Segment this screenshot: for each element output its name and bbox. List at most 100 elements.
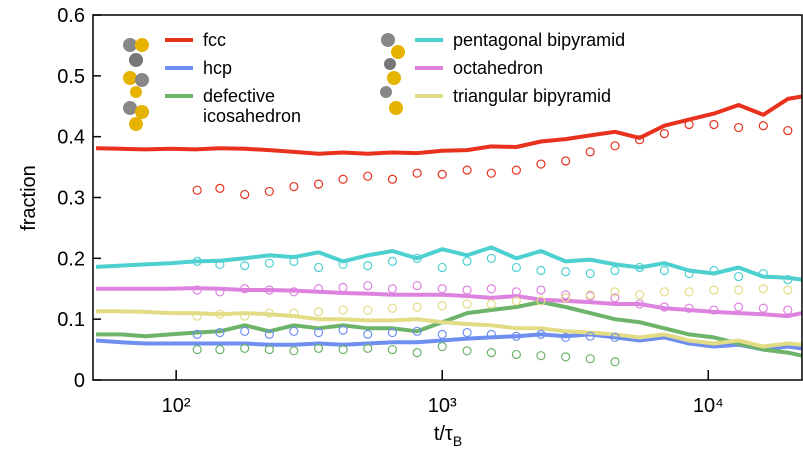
x-axis-label-sub: B <box>453 433 462 449</box>
data-point <box>265 259 273 267</box>
data-point <box>265 187 273 195</box>
legend-swatch <box>415 66 443 70</box>
x-tick-label: 10⁴ <box>693 395 724 417</box>
series-line <box>96 247 802 279</box>
data-point <box>339 306 347 314</box>
data-point <box>413 349 421 357</box>
data-point <box>438 330 446 338</box>
data-point <box>611 142 619 150</box>
legend-label: fcc <box>203 30 333 50</box>
data-point <box>463 257 471 265</box>
data-point <box>364 172 372 180</box>
legend-item: defective icosahedron <box>165 86 333 126</box>
data-point <box>784 306 792 314</box>
data-point <box>364 344 372 352</box>
data-point <box>586 270 594 278</box>
data-point <box>735 273 743 281</box>
data-point <box>611 288 619 296</box>
legend-swatch <box>415 38 443 42</box>
data-point <box>759 285 767 293</box>
data-point <box>537 160 545 168</box>
x-tick-label: 10² <box>162 395 191 417</box>
data-point <box>735 124 743 132</box>
data-point <box>290 183 298 191</box>
y-tick-label: 0.5 <box>57 66 85 88</box>
data-point <box>463 166 471 174</box>
data-point <box>562 157 570 165</box>
data-point <box>193 346 201 354</box>
data-point <box>512 297 520 305</box>
data-point <box>265 346 273 354</box>
legend-item: hcp <box>165 58 333 78</box>
data-point <box>710 121 718 129</box>
legend-item: octahedron <box>415 58 673 78</box>
data-point <box>388 175 396 183</box>
data-point <box>487 300 495 308</box>
data-point <box>193 186 201 194</box>
data-point <box>216 346 224 354</box>
legend-label: triangular bipyramid <box>453 86 673 106</box>
data-point <box>487 169 495 177</box>
data-point <box>660 267 668 275</box>
legend-label: pentagonal bipyramid <box>453 30 673 50</box>
data-point <box>660 130 668 138</box>
data-point <box>537 286 545 294</box>
data-point <box>759 304 767 312</box>
data-point <box>364 282 372 290</box>
data-point <box>413 169 421 177</box>
data-point <box>388 304 396 312</box>
page: fraction t/τB 00.10.20.30.40.50.610²10³1… <box>0 0 803 455</box>
data-point <box>784 286 792 294</box>
data-point <box>438 263 446 271</box>
data-point <box>562 268 570 276</box>
data-point <box>413 303 421 311</box>
data-point <box>241 344 249 352</box>
data-point <box>586 148 594 156</box>
data-point <box>759 122 767 130</box>
legend-label: defective icosahedron <box>203 86 333 126</box>
data-point <box>660 288 668 296</box>
data-point <box>438 170 446 178</box>
data-point <box>562 353 570 361</box>
data-point <box>784 127 792 135</box>
data-point <box>339 175 347 183</box>
data-point <box>537 267 545 275</box>
legend-swatch <box>165 66 193 70</box>
data-point <box>636 291 644 299</box>
data-point <box>487 285 495 293</box>
y-tick-label: 0 <box>74 370 85 392</box>
y-tick-label: 0.1 <box>57 309 85 331</box>
data-point <box>290 347 298 355</box>
data-point <box>364 330 372 338</box>
data-point <box>463 329 471 337</box>
data-point <box>388 346 396 354</box>
y-axis-label: fraction <box>18 165 40 231</box>
x-axis-label: t/τB <box>434 423 462 449</box>
data-point <box>438 285 446 293</box>
legend-label: hcp <box>203 58 333 78</box>
x-axis-label-main: t/τ <box>434 423 453 445</box>
data-point <box>315 263 323 271</box>
data-point <box>735 286 743 294</box>
data-point <box>290 327 298 335</box>
data-point <box>364 262 372 270</box>
data-point <box>710 286 718 294</box>
data-point <box>487 254 495 262</box>
data-point <box>339 346 347 354</box>
data-point <box>216 184 224 192</box>
data-point <box>241 327 249 335</box>
plot-area <box>96 97 802 366</box>
data-point <box>463 300 471 308</box>
data-point <box>339 284 347 292</box>
data-point <box>315 344 323 352</box>
y-tick-label: 0.4 <box>57 127 85 149</box>
data-point <box>611 267 619 275</box>
data-point <box>512 166 520 174</box>
data-point <box>586 355 594 363</box>
chart: fraction t/τB 00.10.20.30.40.50.610²10³1… <box>0 0 803 455</box>
legend-label: octahedron <box>453 58 673 78</box>
data-point <box>315 180 323 188</box>
data-point <box>611 358 619 366</box>
legend-item: triangular bipyramid <box>415 86 673 106</box>
data-point <box>463 286 471 294</box>
